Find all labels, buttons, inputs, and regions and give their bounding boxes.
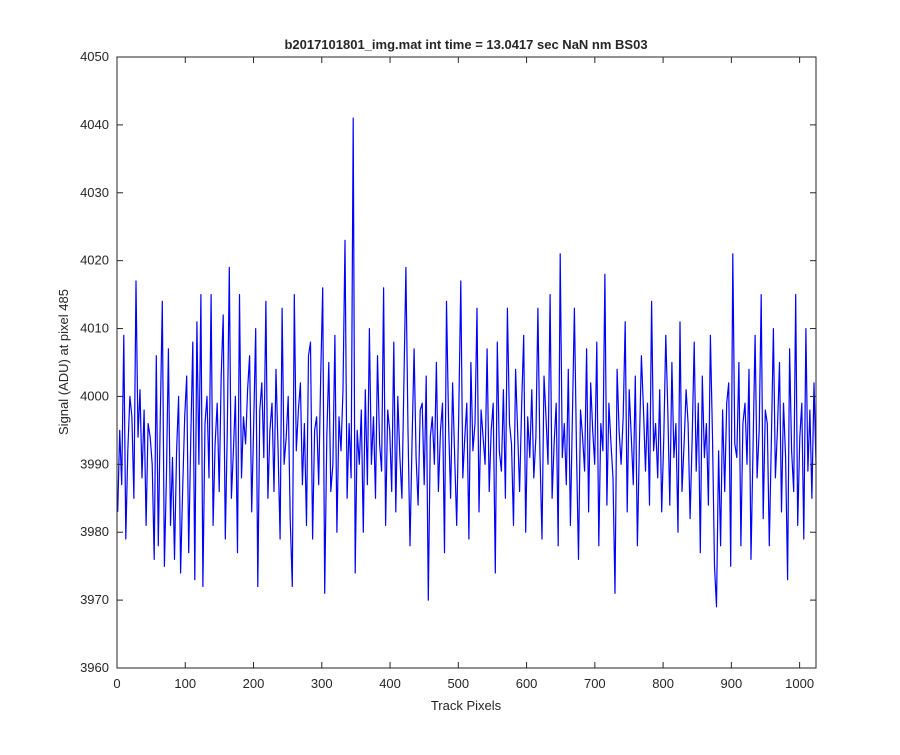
x-tick-label: 800 bbox=[652, 676, 674, 691]
y-tick-label: 3990 bbox=[80, 456, 109, 471]
series-layer bbox=[117, 117, 817, 608]
y-tick-label: 3960 bbox=[80, 660, 109, 675]
x-tick-label: 300 bbox=[311, 676, 333, 691]
y-tick-label: 3980 bbox=[80, 524, 109, 539]
y-tick-label: 4000 bbox=[80, 388, 109, 403]
y-tick-label: 4050 bbox=[80, 49, 109, 64]
y-tick-label: 4010 bbox=[80, 321, 109, 336]
y-axis: 3960 3970 3980 3990 4000 4010 4020 4030 4040 4050 bbox=[80, 49, 816, 675]
x-tick-label: 400 bbox=[379, 676, 401, 691]
chart-title: b2017101801_img.mat int time = 13.0417 s… bbox=[284, 37, 647, 52]
x-tick-label: 200 bbox=[243, 676, 265, 691]
x-tick-label: 0 bbox=[113, 676, 120, 691]
x-tick-label: 900 bbox=[721, 676, 743, 691]
x-tick-label: 500 bbox=[447, 676, 469, 691]
y-tick-label: 4030 bbox=[80, 185, 109, 200]
plot-area bbox=[117, 57, 816, 668]
x-axis-label: Track Pixels bbox=[431, 698, 502, 713]
y-tick-label: 4040 bbox=[80, 117, 109, 132]
series-line bbox=[117, 117, 817, 608]
y-axis-label: Signal (ADU) at pixel 485 bbox=[56, 289, 71, 435]
x-tick-label: 700 bbox=[584, 676, 606, 691]
y-tick-label: 4020 bbox=[80, 253, 109, 268]
x-axis: 0 100 200 300 400 500 600 700 800 900 1000 bbox=[113, 57, 814, 691]
x-tick-label: 100 bbox=[174, 676, 196, 691]
plot-frame bbox=[116, 56, 817, 669]
x-tick-label: 1000 bbox=[785, 676, 814, 691]
x-tick-label: 600 bbox=[516, 676, 538, 691]
y-tick-label: 3970 bbox=[80, 592, 109, 607]
